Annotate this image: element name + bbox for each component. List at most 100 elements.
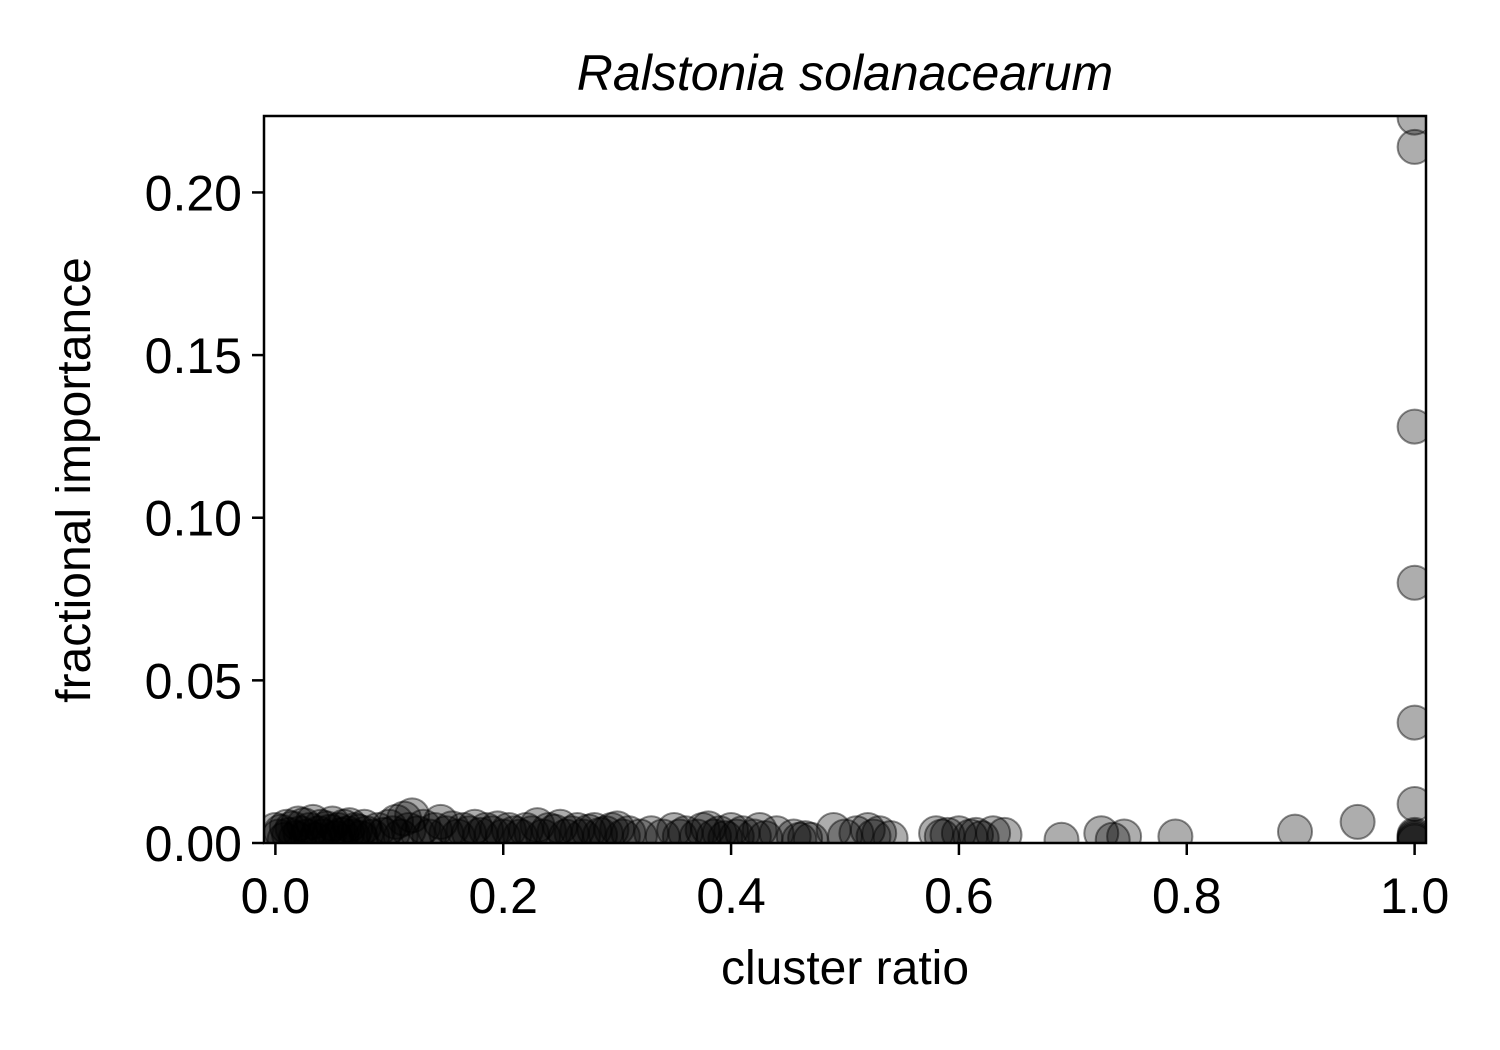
- data-point: [1396, 818, 1426, 843]
- data-point: [305, 818, 342, 843]
- data-point: [1396, 116, 1426, 136]
- data-point: [1277, 813, 1313, 843]
- data-point: [451, 815, 488, 843]
- y-axis-ticks: 0.00 0.05 0.10 0.15 0.20: [145, 165, 264, 872]
- data-point: [684, 812, 721, 843]
- x-axis-ticks: 0.0 0.2 0.4 0.6 0.8 1.0: [241, 843, 1450, 924]
- data-point: [667, 815, 704, 843]
- x-tick-label: 1.0: [1380, 868, 1450, 924]
- data-point: [303, 808, 339, 843]
- data-point: [1106, 818, 1143, 843]
- data-point: [337, 812, 374, 843]
- data-point: [340, 813, 377, 843]
- data-point: [838, 815, 875, 843]
- data-point: [582, 816, 619, 843]
- data-point: [713, 812, 750, 843]
- x-tick-label: 0.4: [696, 868, 766, 924]
- data-point: [378, 803, 415, 840]
- data-point: [735, 818, 772, 843]
- data-point: [1396, 704, 1426, 741]
- data-point: [346, 808, 383, 843]
- data-point: [323, 816, 360, 843]
- data-point: [496, 815, 533, 843]
- data-point: [1396, 786, 1426, 822]
- data-point: [405, 808, 442, 843]
- y-tick-label: 0.05: [145, 653, 242, 709]
- data-point: [1339, 803, 1376, 840]
- data-point: [1396, 816, 1426, 843]
- data-point: [329, 815, 366, 843]
- data-point: [394, 797, 431, 834]
- data-point: [536, 813, 573, 843]
- data-point: [314, 805, 351, 842]
- data-point: [264, 818, 297, 843]
- data-point: [530, 812, 567, 843]
- data-point: [456, 808, 493, 843]
- data-point: [975, 815, 1012, 843]
- data-point: [690, 810, 727, 843]
- data-point: [416, 812, 453, 843]
- data-point: [325, 808, 362, 843]
- data-point: [428, 815, 465, 843]
- data-point: [1083, 815, 1120, 843]
- data-point: [553, 815, 590, 843]
- data-point: [411, 818, 448, 843]
- data-point: [958, 816, 994, 843]
- data-point: [718, 818, 755, 843]
- data-point: [827, 818, 863, 843]
- data-point: [547, 818, 584, 843]
- data-point: [434, 810, 470, 843]
- data-point: [963, 820, 1000, 843]
- data-point: [855, 818, 892, 843]
- y-axis-label: fractional importance: [48, 257, 101, 703]
- data-point: [371, 808, 408, 843]
- data-point: [1396, 564, 1426, 601]
- y-tick-label: 0.15: [145, 328, 242, 384]
- data-point: [282, 815, 319, 843]
- data-point: [678, 818, 715, 843]
- data-point: [271, 816, 308, 843]
- data-point: [701, 815, 738, 843]
- data-point: [320, 812, 356, 843]
- data-point: [621, 818, 658, 843]
- data-point: [312, 813, 349, 843]
- data-point: [593, 812, 630, 843]
- data-point: [633, 815, 670, 843]
- data-points: [264, 116, 1426, 843]
- data-point: [513, 815, 550, 843]
- data-point: [1094, 821, 1131, 843]
- data-point: [929, 816, 966, 843]
- data-point: [707, 820, 744, 843]
- data-point: [334, 818, 371, 843]
- data-point: [542, 808, 579, 843]
- chart-title: Ralstonia solanacearum: [577, 45, 1113, 101]
- data-point: [1396, 821, 1426, 843]
- data-point: [696, 818, 732, 843]
- x-tick-label: 0.8: [1152, 868, 1222, 924]
- data-point: [490, 812, 527, 843]
- data-point: [525, 818, 562, 843]
- data-point: [644, 818, 681, 843]
- data-point: [986, 816, 1023, 843]
- data-point: [599, 810, 636, 843]
- plot-frame: [262, 114, 1428, 845]
- data-point: [365, 816, 402, 843]
- x-axis-label: cluster ratio: [721, 942, 969, 995]
- data-point: [277, 820, 314, 843]
- data-point: [462, 816, 499, 843]
- data-point: [565, 818, 601, 843]
- data-point: [264, 812, 294, 843]
- data-point: [468, 812, 505, 843]
- data-point: [792, 821, 829, 843]
- data-point: [940, 815, 977, 843]
- data-point: [741, 812, 778, 843]
- data-point: [1396, 408, 1426, 445]
- data-point: [390, 812, 427, 843]
- data-point: [781, 821, 818, 843]
- y-tick-label: 0.00: [145, 816, 242, 872]
- data-point: [280, 805, 317, 842]
- data-point: [604, 818, 641, 843]
- data-point: [661, 818, 698, 843]
- data-point: [1396, 820, 1426, 843]
